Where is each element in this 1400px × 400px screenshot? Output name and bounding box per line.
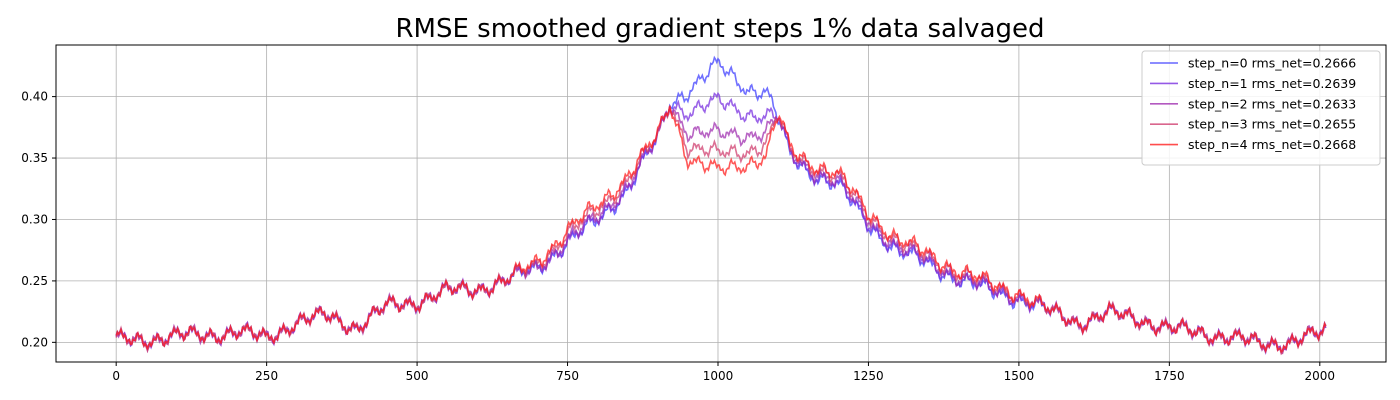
x-tick-label: 0 bbox=[112, 369, 120, 383]
x-tick-label: 1000 bbox=[703, 369, 734, 383]
series-layer bbox=[115, 55, 1327, 356]
series-line bbox=[115, 105, 1327, 354]
x-tick-label: 500 bbox=[406, 369, 429, 383]
y-tick-label: 0.25 bbox=[21, 274, 48, 288]
x-tick-label: 1500 bbox=[1004, 369, 1035, 383]
x-axis: 0 250 500 750 1000 1250 1500 1750 2000 bbox=[112, 362, 1335, 383]
x-tick-label: 1750 bbox=[1154, 369, 1185, 383]
y-tick-label: 0.30 bbox=[21, 212, 48, 226]
x-tick-label: 250 bbox=[255, 369, 278, 383]
y-tick-label: 0.35 bbox=[21, 151, 48, 165]
legend-label: step_n=1 rms_net=0.2639 bbox=[1188, 76, 1356, 91]
x-tick-label: 2000 bbox=[1305, 369, 1336, 383]
legend-label: step_n=3 rms_net=0.2655 bbox=[1188, 117, 1356, 132]
legend-box bbox=[1141, 50, 1381, 166]
legend-label: step_n=4 rms_net=0.2668 bbox=[1188, 137, 1356, 152]
legend: step_n=0 rms_net=0.2666 step_n=1 rms_net=… bbox=[1141, 50, 1381, 166]
x-tick-label: 750 bbox=[556, 369, 579, 383]
plot-area-border bbox=[55, 44, 1387, 363]
y-axis: 0.20 0.25 0.30 0.35 0.40 bbox=[21, 90, 56, 349]
chart-title: RMSE smoothed gradient steps 1% data sal… bbox=[395, 14, 1044, 44]
y-tick-label: 0.20 bbox=[21, 335, 48, 349]
y-tick-label: 0.40 bbox=[21, 90, 48, 104]
legend-label: step_n=0 rms_net=0.2666 bbox=[1188, 56, 1356, 71]
legend-label: step_n=2 rms_net=0.2633 bbox=[1188, 96, 1356, 111]
x-tick-label: 1250 bbox=[853, 369, 884, 383]
